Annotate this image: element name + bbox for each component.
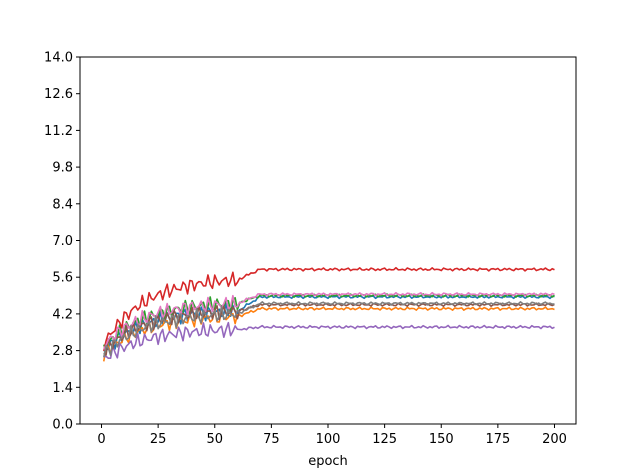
- x-tick-label: 75: [263, 432, 280, 447]
- x-tick-label: 25: [150, 432, 167, 447]
- x-tick-label: 125: [372, 432, 397, 447]
- series-line-4: [102, 266, 555, 352]
- y-tick-label: 14.0: [44, 51, 73, 66]
- y-tick-label: 12.6: [44, 87, 73, 102]
- x-tick-label: 175: [485, 432, 510, 447]
- series-line-5: [103, 321, 555, 360]
- y-tick-label: 1.4: [52, 381, 73, 396]
- series-line-8: [102, 301, 555, 358]
- series-line-7: [103, 291, 555, 350]
- x-tick-label: 150: [429, 432, 454, 447]
- series-layer: [102, 266, 555, 362]
- x-tick-label: 200: [542, 432, 567, 447]
- series-line-6: [103, 302, 555, 356]
- y-tick-label: 4.2: [52, 307, 73, 322]
- x-tick-label: 0: [97, 432, 105, 447]
- x-tick-label: 50: [206, 432, 223, 447]
- x-tick-label: 100: [316, 432, 341, 447]
- y-tick-label: 7.0: [52, 234, 73, 249]
- y-tick-label: 2.8: [52, 344, 73, 359]
- y-tick-label: 9.8: [52, 161, 73, 176]
- y-tick-label: 8.4: [52, 197, 73, 212]
- y-axis: 0.0 1.4 2.8 4.2 5.6 7.0 8.4 9.8 11.2 12.6 14.0: [44, 51, 80, 433]
- y-tick-label: 11.2: [44, 124, 73, 139]
- y-tick-label: 5.6: [52, 271, 73, 286]
- x-axis: 0 25 50 75 100 125 150 175 200: [97, 424, 567, 447]
- y-tick-label: 0.0: [52, 418, 73, 433]
- x-axis-label: epoch: [308, 454, 348, 469]
